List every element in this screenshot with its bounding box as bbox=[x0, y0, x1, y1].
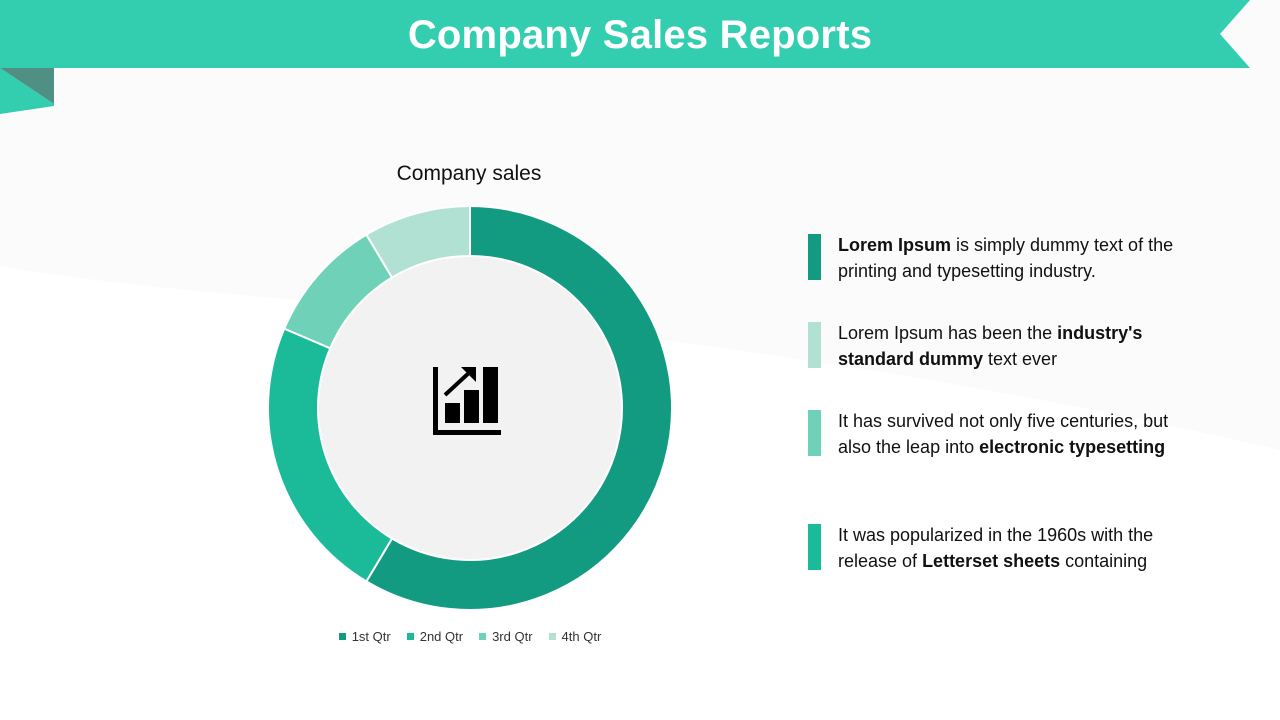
chart-legend: 1st Qtr 2nd Qtr 3rd Qtr 4th Qtr bbox=[300, 629, 640, 644]
note-text-segment: containing bbox=[1060, 551, 1148, 571]
note-text-segment: It was popularized in the 1960s with the… bbox=[838, 525, 1154, 571]
legend-item: 3rd Qtr bbox=[479, 629, 533, 644]
legend-label: 3rd Qtr bbox=[492, 629, 533, 644]
note-text: It was popularized in the 1960s with the… bbox=[838, 522, 1198, 574]
note-color-bar bbox=[808, 234, 821, 280]
note-text: Lorem Ipsum has been the industry's stan… bbox=[838, 320, 1198, 372]
note-color-bar bbox=[808, 524, 821, 570]
note-text-bold: industry's standard dummy bbox=[838, 323, 1143, 369]
note-text-segment: text ever bbox=[983, 349, 1058, 369]
note-text-segment: Lorem Ipsum has been the bbox=[838, 323, 1058, 343]
legend-swatch bbox=[338, 633, 346, 640]
donut-slice-4 bbox=[365, 204, 471, 279]
donut-slice-1 bbox=[365, 204, 673, 611]
page-title: Company Sales Reports bbox=[407, 13, 873, 57]
note-text-bold: Lorem Ipsum bbox=[838, 235, 952, 255]
note-text: It has survived not only five centuries,… bbox=[838, 408, 1198, 460]
note-text-bold: Letterset sheets bbox=[922, 551, 1061, 571]
bar-chart-growth-icon bbox=[433, 367, 501, 435]
note-text-segment: is simply dummy text of the printing and… bbox=[838, 235, 1174, 281]
note-text-bold: electronic typesetting bbox=[979, 437, 1166, 457]
legend-label: 1st Qtr bbox=[351, 629, 391, 644]
legend-item: 2nd Qtr bbox=[406, 629, 464, 644]
banner-fold bbox=[0, 68, 54, 114]
legend-swatch bbox=[406, 633, 414, 640]
chart-title: Company sales bbox=[396, 162, 542, 185]
note-color-bar bbox=[808, 410, 821, 456]
legend-swatch bbox=[479, 633, 487, 640]
note-color-bar bbox=[808, 322, 821, 368]
legend-item: 4th Qtr bbox=[548, 629, 602, 644]
legend-label: 4th Qtr bbox=[561, 629, 602, 644]
title-banner bbox=[0, 0, 1250, 68]
legend-label: 2nd Qtr bbox=[419, 629, 464, 644]
legend-item: 1st Qtr bbox=[338, 629, 391, 644]
note-text: Lorem Ipsum is simply dummy text of the … bbox=[838, 232, 1198, 284]
legend-swatch bbox=[548, 633, 556, 640]
note-text-segment: It has survived not only five centuries,… bbox=[838, 411, 1169, 457]
